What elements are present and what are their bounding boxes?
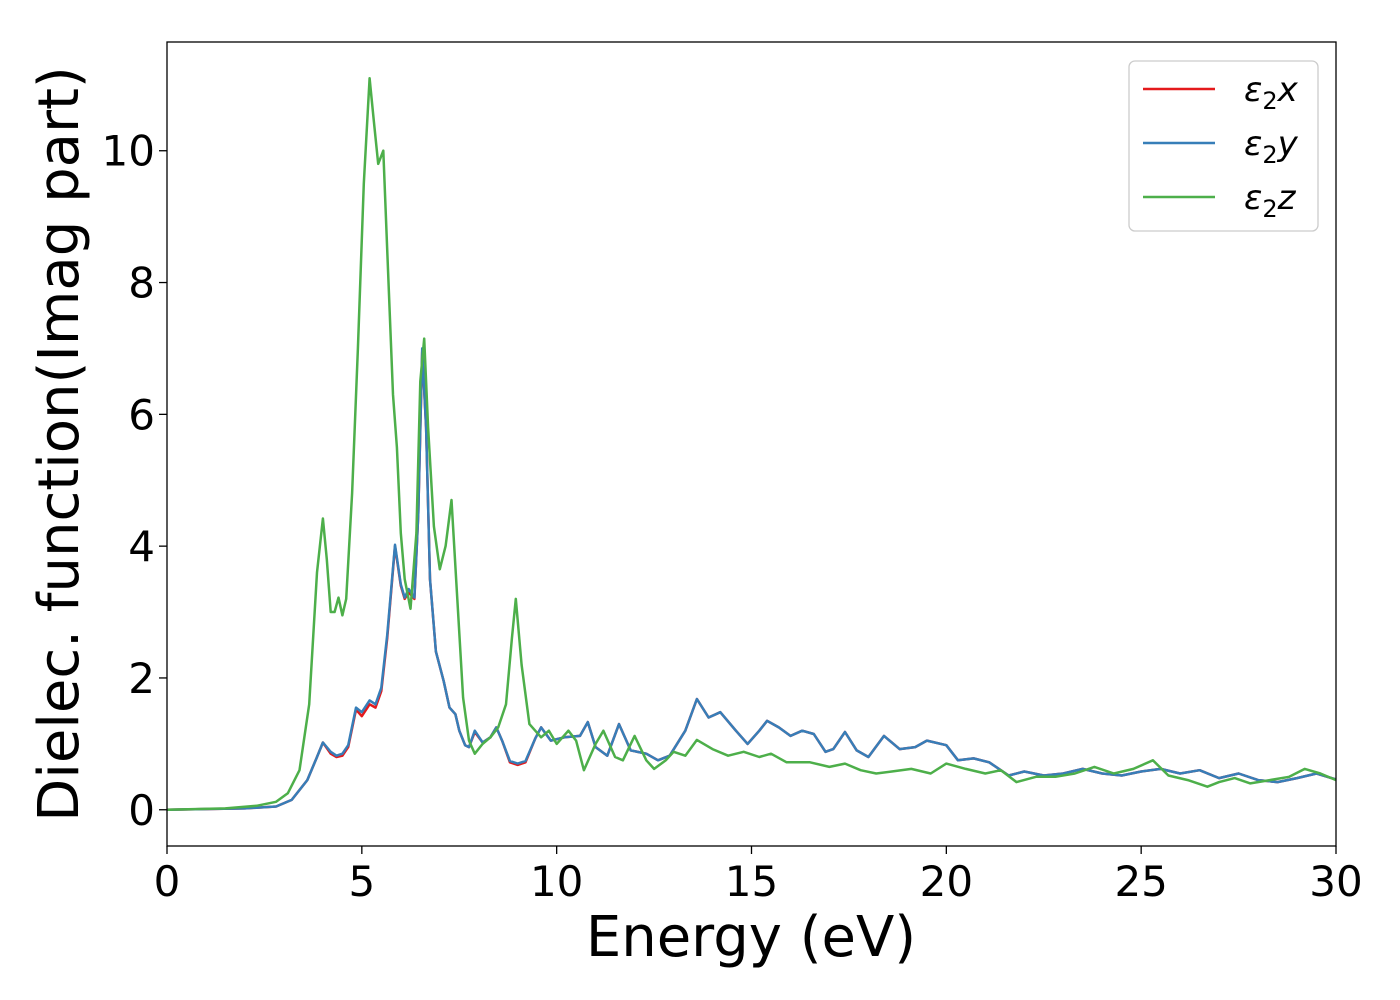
x-tick-label: 10 [530, 857, 583, 906]
y-tick-label: 6 [128, 390, 155, 439]
legend-label-x: ε2x [1244, 70, 1299, 115]
x-tick-label: 25 [1114, 857, 1167, 906]
y-tick-label: 4 [128, 522, 155, 571]
y-axis-ticks: 0 2 4 6 8 10 [102, 127, 167, 835]
x-tick-label: 5 [348, 857, 375, 906]
series-line-y [166, 347, 1337, 812]
x-tick-label: 30 [1309, 857, 1362, 906]
y-tick-label: 10 [102, 127, 155, 176]
legend-label-y: ε2y [1244, 124, 1299, 169]
x-tick-label: 20 [920, 857, 973, 906]
x-tick-label: 0 [154, 857, 181, 906]
legend-box [1128, 60, 1319, 232]
x-axis-title: Energy (eV) [586, 905, 916, 970]
x-tick-label: 15 [725, 857, 778, 906]
series-layer [166, 76, 1337, 812]
legend-label-z: ε2z [1244, 178, 1297, 223]
y-tick-label: 8 [128, 259, 155, 308]
legend: ε2x ε2y ε2z [1128, 60, 1319, 232]
y-axis-title: Dielec. function(Imag part) [27, 66, 92, 822]
series-line-z [166, 76, 1337, 812]
y-tick-label: 0 [128, 786, 155, 835]
x-axis-ticks: 0 5 10 15 20 25 30 [154, 846, 1363, 906]
y-tick-label: 2 [128, 654, 155, 703]
